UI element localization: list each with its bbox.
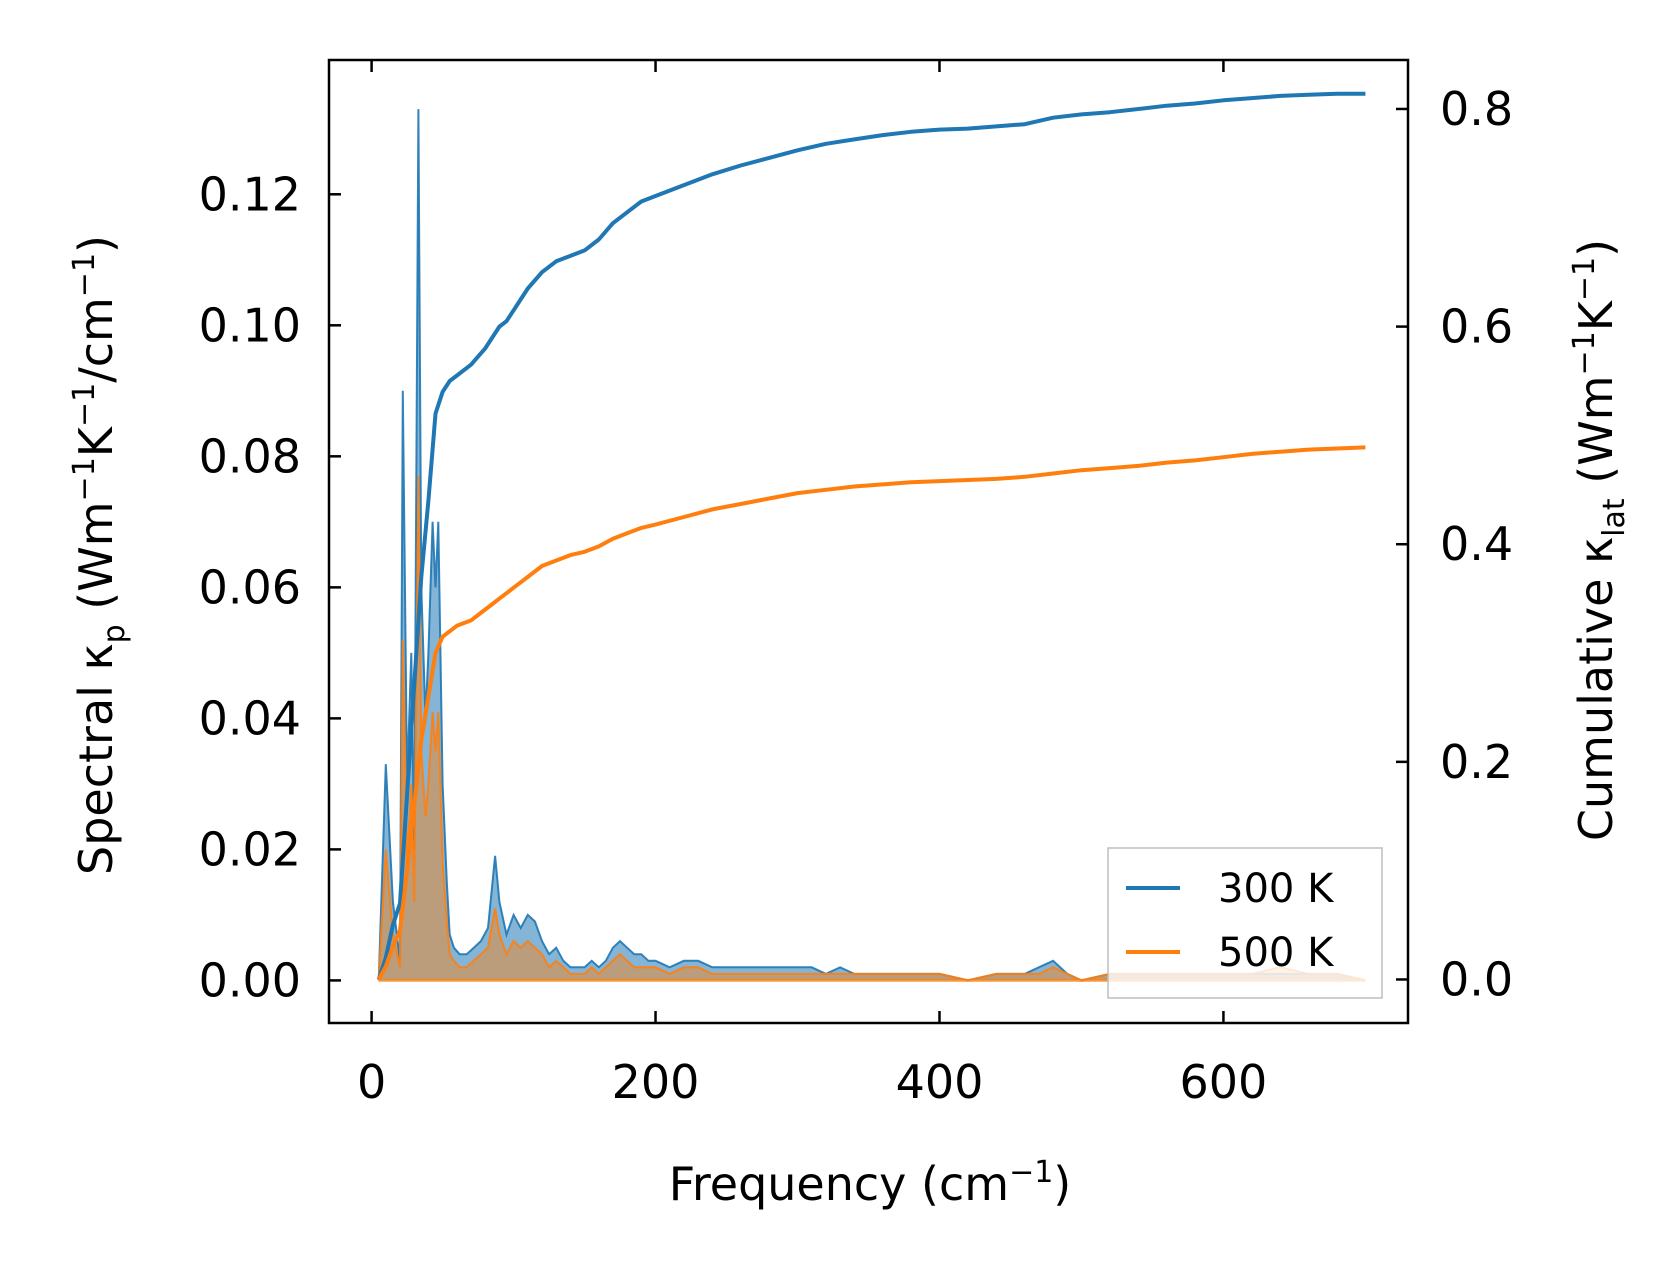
y-left-tick-label: 0.02 bbox=[199, 822, 301, 876]
x-tick-label: 0 bbox=[357, 1055, 386, 1109]
y-right-tick-label: 0.8 bbox=[1440, 82, 1513, 136]
y-left-tick-label: 0.00 bbox=[199, 953, 301, 1007]
y-right-axis-title: Cumulative κlat (Wm−1K−1) bbox=[1567, 239, 1632, 841]
x-tick-label: 600 bbox=[1180, 1055, 1268, 1109]
y-left-tick-label: 0.06 bbox=[199, 560, 301, 614]
y-right-tick-label: 0.2 bbox=[1440, 735, 1513, 789]
line-layer bbox=[376, 91, 1366, 981]
x-axis-title: Frequency (cm−1) bbox=[669, 1155, 1072, 1211]
y-left-tick-label: 0.08 bbox=[199, 429, 301, 483]
legend-label-500k: 500 K bbox=[1218, 930, 1335, 976]
x-tick-label: 400 bbox=[896, 1055, 984, 1109]
cumulative-line-300k bbox=[376, 91, 1366, 981]
y-left-axis-title: Spectral κp (Wm−1K−1/cm−1) bbox=[67, 235, 132, 875]
y-right-tick-label: 0.4 bbox=[1440, 517, 1513, 571]
y-left-tick-label: 0.12 bbox=[199, 167, 301, 221]
y-right-tick-label: 0.6 bbox=[1440, 300, 1513, 354]
plot-frame bbox=[327, 58, 1410, 1025]
spectral-line-500k bbox=[377, 475, 1366, 982]
y-left-tick-label: 0.10 bbox=[199, 298, 301, 352]
legend-box bbox=[1107, 847, 1383, 999]
x-tick-label: 200 bbox=[612, 1055, 700, 1109]
legend: 300 K 500 K bbox=[1107, 847, 1383, 999]
y-left-tick-label: 0.04 bbox=[199, 691, 301, 745]
legend-label-300k: 300 K bbox=[1218, 866, 1335, 912]
cumulative-line-500k bbox=[376, 445, 1366, 981]
y-right-tick-label: 0.0 bbox=[1440, 952, 1513, 1006]
tick-layer: 0 200 400 600 0.00 0.02 0.04 0.06 0.08 0.10 0.12 0.… bbox=[199, 60, 1513, 1109]
